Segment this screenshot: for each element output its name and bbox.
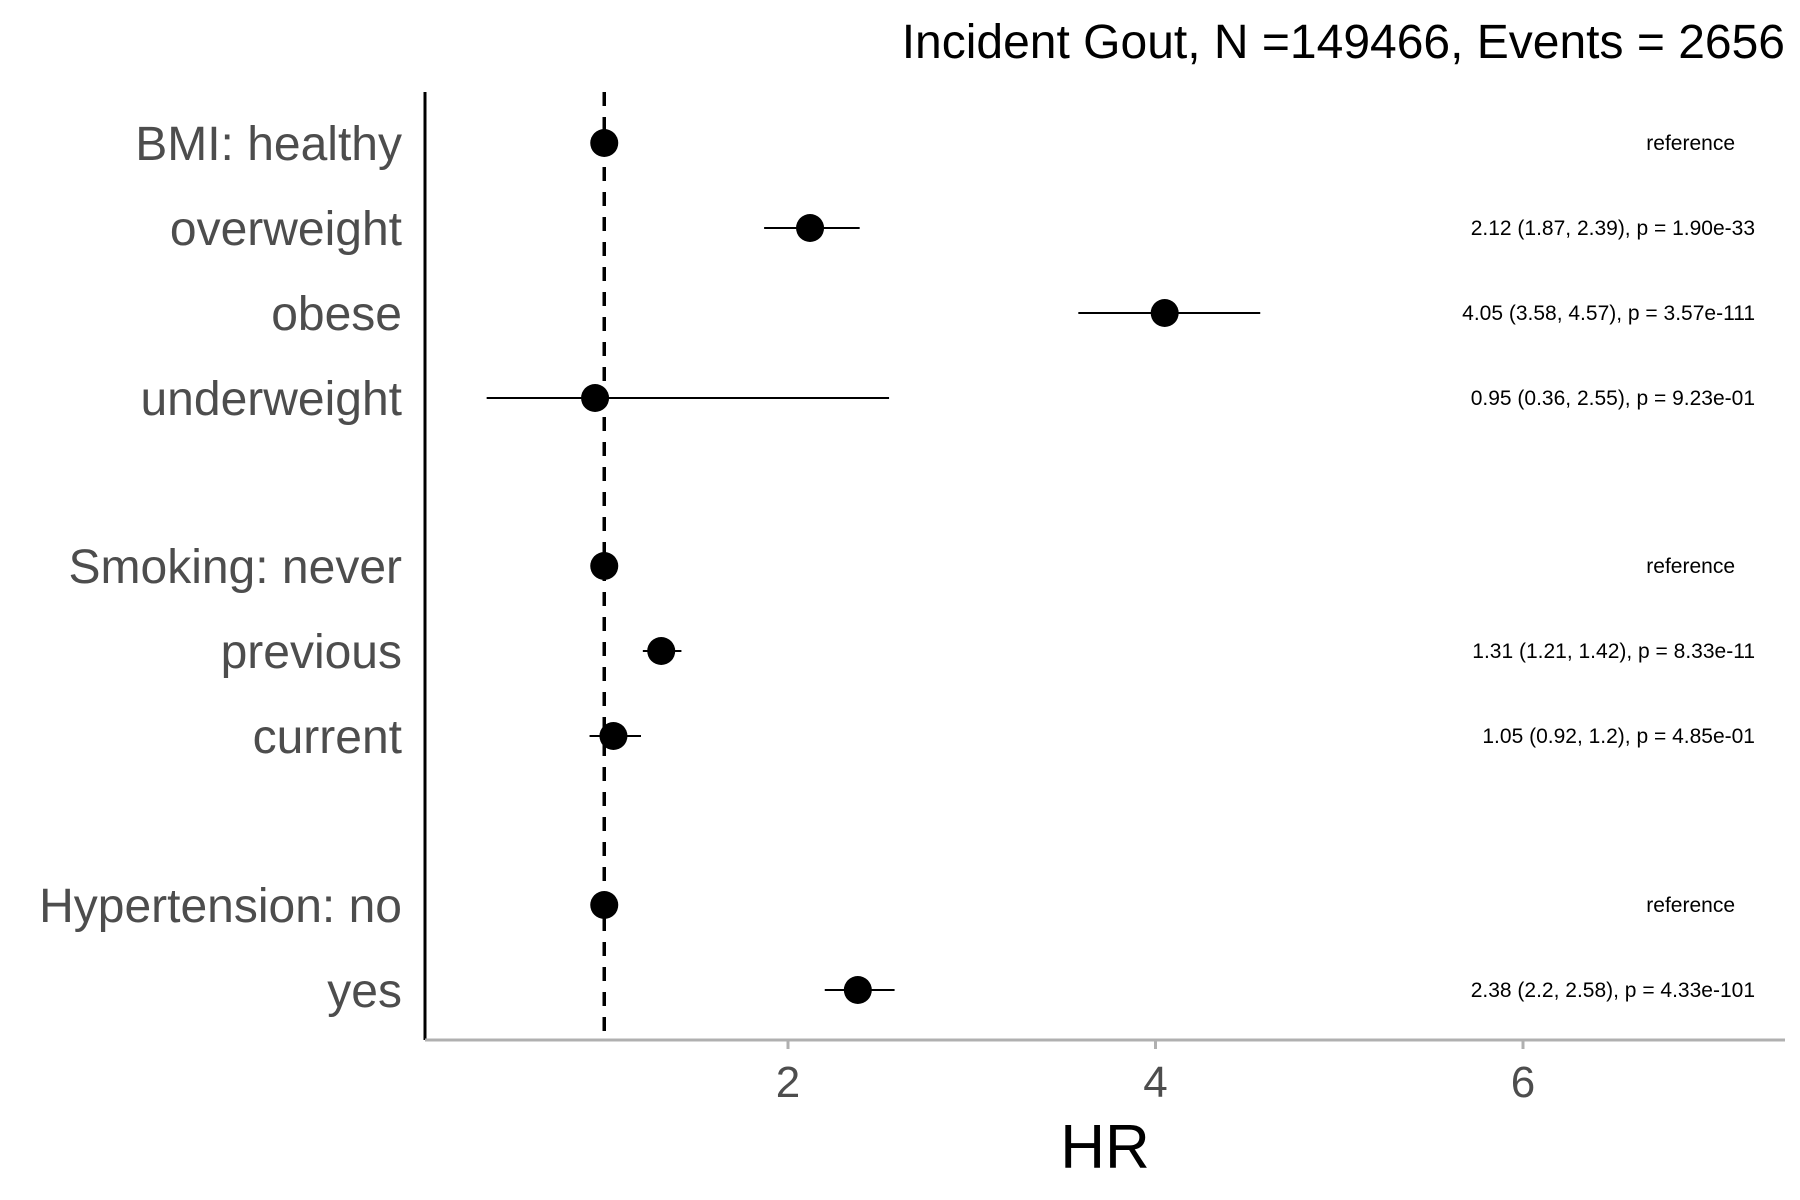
row-label: obese — [271, 288, 402, 341]
row-annotation: 1.31 (1.21, 1.42), p = 8.33e-11 — [1472, 640, 1755, 663]
row-annotation: 0.95 (0.36, 2.55), p = 9.23e-01 — [1471, 387, 1755, 410]
row-label: Hypertension: no — [39, 880, 402, 933]
row-label: previous — [221, 626, 402, 679]
row-label: underweight — [140, 373, 402, 426]
row-label: overweight — [170, 203, 402, 256]
hr-point — [590, 129, 619, 157]
hr-point — [796, 214, 825, 242]
row-annotation: 2.12 (1.87, 2.39), p = 1.90e-33 — [1471, 217, 1755, 240]
points-layer — [486, 129, 1261, 1004]
row-label: yes — [327, 965, 402, 1018]
x-ticks: 2 4 6 — [776, 1040, 1535, 1107]
row-annotation: 2.38 (2.2, 2.58), p = 4.33e-101 — [1471, 979, 1755, 1002]
row-annotation: reference — [1646, 555, 1735, 578]
x-tick-label: 4 — [1143, 1058, 1167, 1107]
row-annotation: 1.05 (0.92, 1.2), p = 4.85e-01 — [1482, 725, 1755, 748]
hr-point — [590, 891, 619, 919]
hr-point — [843, 976, 872, 1004]
row-label: BMI: healthy — [135, 118, 402, 171]
row-label: current — [253, 711, 402, 764]
row-annotation: reference — [1646, 894, 1735, 917]
hr-point — [647, 637, 676, 665]
row-annotation: 4.05 (3.58, 4.57), p = 3.57e-111 — [1462, 302, 1755, 325]
rows-layer: BMI: healthy reference overweight 2.12 (1.8… — [39, 118, 1755, 1018]
hr-point — [599, 722, 628, 750]
hr-point — [590, 552, 619, 580]
x-tick-label: 6 — [1511, 1058, 1535, 1107]
hr-point — [1150, 299, 1179, 327]
x-tick-label: 2 — [776, 1058, 800, 1107]
row-label: Smoking: never — [69, 541, 403, 594]
chart-title: Incident Gout, N =149466, Events = 2656 — [902, 16, 1785, 69]
hr-point — [581, 384, 610, 412]
row-annotation: reference — [1646, 132, 1735, 155]
x-axis-label: HR — [1060, 1113, 1150, 1182]
